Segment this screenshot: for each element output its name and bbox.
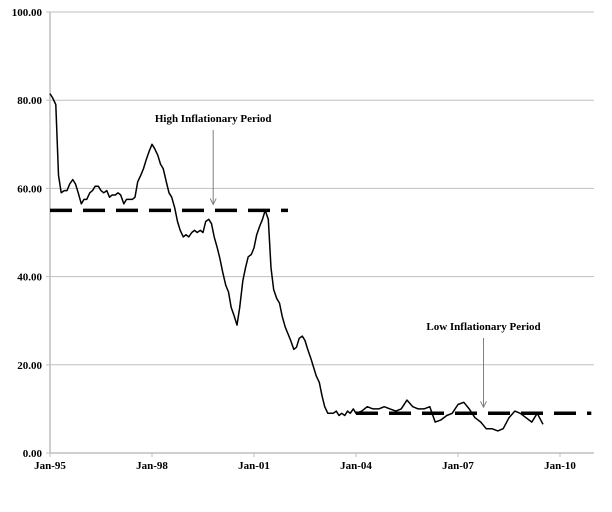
arrowhead-icon [480, 401, 487, 409]
x-tick-label: Jan-01 [238, 460, 270, 472]
y-tick-label: 80.00 [17, 95, 42, 107]
y-tick-label: 0.00 [23, 448, 43, 460]
x-tick-label: Jan-07 [442, 460, 474, 472]
y-tick-label: 100.00 [12, 7, 43, 19]
series-lines [49, 93, 592, 432]
axes [49, 12, 594, 454]
annotation-label: Low Inflationary Period [426, 321, 540, 333]
x-tick-label: Jan-04 [340, 460, 372, 472]
x-tick-label: Jan-98 [136, 460, 168, 472]
x-tick-label: Jan-10 [544, 460, 576, 472]
y-tick-label: 60.00 [17, 183, 42, 195]
inflation-line [49, 93, 544, 432]
arrowhead-icon [209, 198, 217, 206]
x-axis-ticks: Jan-95 Jan-98 Jan-01 Jan-04 Jan-07 Jan-10 [34, 453, 576, 472]
y-axis-ticks: 0.00 20.00 40.00 60.00 80.00 100.00 [12, 7, 50, 460]
gridlines [50, 11, 594, 366]
x-tick-label: Jan-95 [34, 460, 66, 472]
annotation-label: High Inflationary Period [155, 113, 272, 125]
y-tick-label: 40.00 [17, 272, 42, 284]
annotations: High Inflationary Period Low Inflationary… [155, 113, 541, 409]
y-tick-label: 20.00 [17, 360, 42, 372]
